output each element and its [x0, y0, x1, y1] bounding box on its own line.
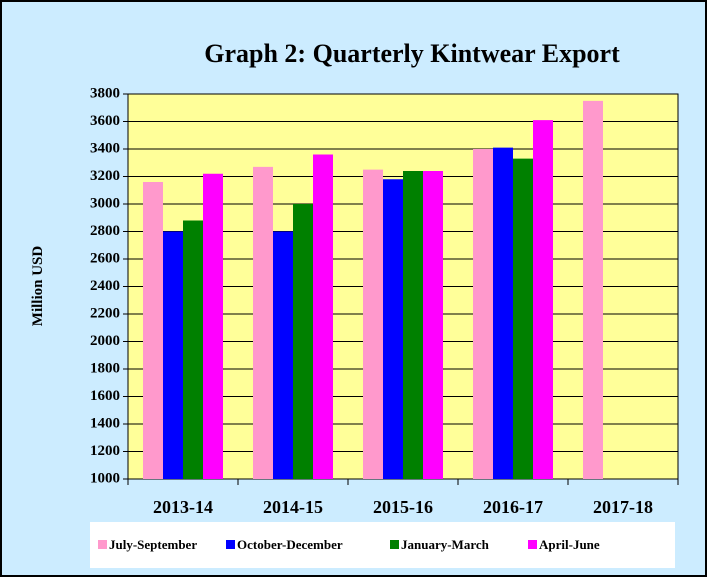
y-tick-label: 3600 — [90, 113, 120, 129]
y-tick-label: 3200 — [90, 168, 120, 184]
bar — [583, 100, 603, 479]
legend-swatch — [226, 540, 235, 549]
legend-label: October-December — [237, 537, 343, 552]
x-tick-label: 2015-16 — [373, 497, 433, 517]
y-tick-label: 2000 — [90, 333, 120, 349]
x-tick-label: 2016-17 — [483, 497, 543, 517]
legend-label: April-June — [539, 537, 600, 552]
bar — [203, 173, 223, 479]
bar — [403, 171, 423, 479]
chart-title: Graph 2: Quarterly Kintwear Export — [204, 39, 620, 68]
legend-swatch — [528, 540, 537, 549]
y-tick-label: 1200 — [90, 443, 120, 459]
legend-label: January-March — [401, 537, 490, 552]
y-tick-label: 3800 — [90, 85, 120, 101]
y-tick-label: 2200 — [90, 305, 120, 321]
bar — [513, 158, 533, 479]
x-tick-label: 2013-14 — [153, 497, 213, 517]
bar — [493, 147, 513, 479]
y-tick-label: 1400 — [90, 415, 120, 431]
y-tick-label: 2800 — [90, 223, 120, 239]
bar — [143, 182, 163, 479]
legend-label: July-September — [109, 537, 197, 552]
bar — [293, 204, 313, 479]
bar — [533, 120, 553, 479]
legend-swatch — [98, 540, 107, 549]
legend-swatch — [390, 540, 399, 549]
y-tick-label: 2600 — [90, 250, 120, 266]
bar — [313, 154, 333, 479]
bar — [273, 231, 293, 479]
bar — [423, 171, 443, 479]
bar — [363, 169, 383, 479]
bar — [163, 231, 183, 479]
y-tick-label: 1000 — [90, 470, 120, 486]
legend-box — [90, 522, 675, 568]
x-tick-label: 2017-18 — [593, 497, 653, 517]
x-tick-label: 2014-15 — [263, 497, 323, 517]
y-tick-label: 2400 — [90, 278, 120, 294]
y-tick-label: 1800 — [90, 360, 120, 376]
bar — [473, 149, 493, 479]
y-tick-label: 3400 — [90, 140, 120, 156]
bar — [383, 179, 403, 479]
y-axis-label: Million USD — [30, 246, 46, 327]
y-tick-label: 3000 — [90, 195, 120, 211]
bar — [253, 166, 273, 479]
bar — [183, 220, 203, 479]
y-tick-label: 1600 — [90, 388, 120, 404]
